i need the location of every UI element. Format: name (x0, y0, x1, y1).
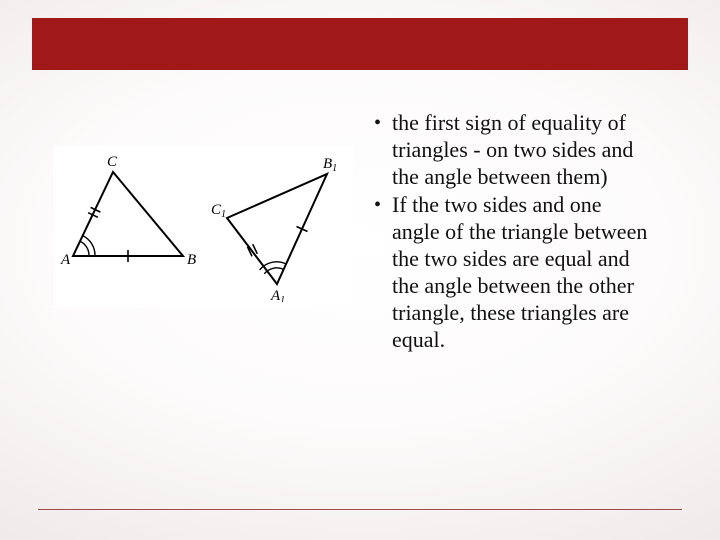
bullet-text: the first sign of equality of triangles … (392, 110, 633, 189)
label-b: B (187, 252, 196, 268)
label-b1: B1 (323, 156, 337, 174)
footer-divider (38, 509, 682, 510)
bullet-text: If the two sides and one angle of the tr… (392, 192, 647, 351)
label-c: C (107, 154, 118, 170)
angle-arc-a-1 (80, 241, 89, 256)
bullet-list: the first sign of equality of triangles … (374, 110, 652, 353)
label-c1: C1 (211, 202, 226, 220)
triangles-svg: A B C A1 B1 C1 (55, 152, 355, 302)
triangles-figure: A B C A1 B1 C1 (53, 146, 353, 308)
bullet-item: If the two sides and one angle of the tr… (374, 192, 652, 353)
text-column: the first sign of equality of triangles … (368, 110, 682, 355)
header-bar (32, 18, 688, 70)
angle-arc-a1-1 (264, 268, 283, 274)
bullet-item: the first sign of equality of triangles … (374, 110, 652, 190)
figure-column: A B C A1 B1 C1 (38, 110, 368, 308)
slide-content: A B C A1 B1 C1 the first sign (38, 110, 682, 480)
label-a: A (60, 252, 71, 268)
label-a1: A1 (270, 288, 285, 302)
